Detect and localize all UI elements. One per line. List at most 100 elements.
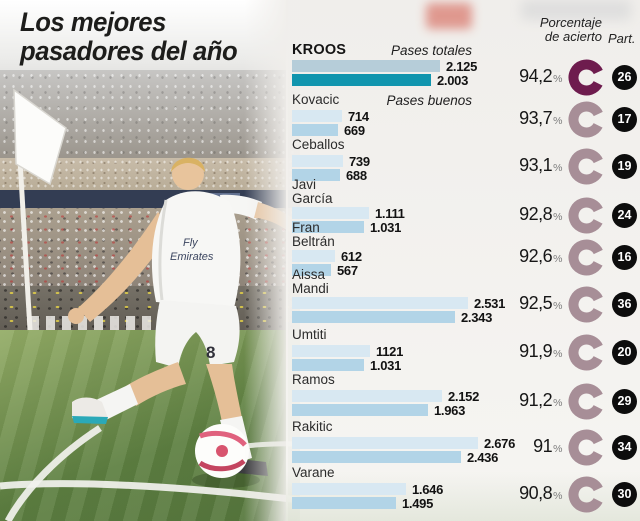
accuracy-donut-icon	[568, 476, 605, 513]
accuracy-value: 93,1%	[519, 155, 562, 175]
value-passes-good: 2.436	[467, 450, 499, 465]
value-passes-total: 714	[348, 109, 369, 124]
accuracy-value: 92,6%	[519, 246, 562, 266]
column-header-accuracy: Porcentaje de acierto	[539, 15, 602, 45]
value-passes-total: 2.152	[448, 389, 480, 404]
column-header-participations: Part.	[608, 31, 636, 46]
value-passes-good: 2.003	[437, 73, 469, 88]
accuracy-donut-icon	[568, 239, 605, 276]
player-hair	[171, 157, 205, 172]
percent-sign: %	[553, 300, 562, 312]
bar-passes-good	[292, 359, 364, 371]
participations-badge: 34	[612, 434, 637, 460]
series-label-total: Pases totales	[390, 43, 472, 58]
value-passes-total: 1121	[376, 344, 404, 359]
player-name: Umtiti	[292, 327, 327, 342]
player-kroos: Fly Emirates 8	[68, 157, 296, 488]
bar-passes-total	[292, 297, 468, 309]
accuracy-donut-icon	[568, 383, 605, 420]
accuracy-donut-icon	[568, 59, 605, 96]
accuracy-donut-icon	[568, 101, 605, 138]
blurred-stadium-screen	[426, 3, 472, 29]
jersey-text-line2: Emirates	[170, 251, 214, 263]
value-passes-total: 2.125	[446, 59, 478, 74]
player-name: KROOS	[292, 42, 347, 58]
accuracy-donut-icon	[568, 197, 605, 234]
player-head	[172, 158, 204, 190]
bar-passes-good	[292, 311, 455, 323]
photo-panel-fade	[244, 0, 288, 521]
page-title: Los mejores pasadores del año	[20, 7, 238, 66]
bar-passes-total	[292, 155, 343, 167]
percent-sign: %	[553, 73, 562, 85]
accuracy-value: 92,5%	[519, 293, 562, 313]
accuracy-value: 92,8%	[519, 204, 562, 224]
bar-passes-total	[292, 483, 406, 495]
value-passes-good: 567	[337, 263, 358, 278]
value-passes-total: 739	[349, 154, 370, 169]
value-passes-good: 1.963	[434, 403, 466, 418]
participations-badge: 16	[612, 244, 637, 270]
bar-passes-total	[292, 390, 442, 402]
percent-sign: %	[553, 162, 562, 174]
value-passes-good: 688	[346, 168, 367, 183]
accuracy-value: 94,2%	[519, 66, 562, 86]
series-label-good: Pases buenos	[386, 93, 472, 108]
value-passes-total: 612	[341, 249, 362, 264]
percent-sign: %	[553, 443, 562, 455]
value-passes-good: 1.495	[402, 496, 434, 511]
player-right-arm	[78, 212, 172, 322]
bar-passes-good	[292, 264, 331, 276]
percent-sign: %	[553, 211, 562, 223]
player-name: Varane	[292, 465, 335, 480]
value-passes-total: 1.111	[375, 206, 405, 221]
bar-passes-good	[292, 74, 431, 86]
player-name: Javi García	[292, 177, 333, 206]
participations-badge: 30	[612, 481, 637, 507]
shorts-number: 8	[206, 343, 215, 362]
value-passes-total: 2.531	[474, 296, 506, 311]
value-passes-good: 2.343	[461, 310, 493, 325]
player-shorts	[155, 300, 240, 368]
percent-sign: %	[553, 397, 562, 409]
participations-badge: 17	[612, 106, 637, 132]
participations-badge: 20	[612, 339, 637, 365]
accuracy-value: 91,9%	[519, 341, 562, 361]
bar-passes-total	[292, 110, 342, 122]
percent-sign: %	[553, 490, 562, 502]
corner-flag	[13, 88, 67, 331]
player-name: Fran Beltrán	[292, 220, 335, 249]
player-jersey	[151, 191, 241, 308]
accuracy-value: 91,2%	[519, 390, 562, 410]
bar-passes-total	[292, 437, 478, 449]
title-line2: pasadores del año	[20, 35, 238, 66]
participations-badge: 36	[612, 291, 637, 317]
bar-passes-good	[292, 221, 364, 233]
bar-passes-good	[292, 124, 338, 136]
title-line1: Los mejores	[20, 7, 166, 37]
jersey-text-line1: Fly	[183, 237, 199, 249]
accuracy-value: 90,8%	[519, 483, 562, 503]
participations-badge: 26	[612, 64, 637, 90]
participations-badge: 29	[612, 388, 637, 414]
percent-sign: %	[553, 115, 562, 127]
accuracy-donut-icon	[568, 429, 605, 466]
value-passes-good: 1.031	[370, 358, 402, 373]
player-name: Kovacic	[292, 92, 340, 107]
percent-sign: %	[553, 348, 562, 360]
player-name: Rakitic	[292, 419, 333, 434]
bar-passes-good	[292, 404, 428, 416]
bar-passes-good	[292, 451, 461, 463]
player-name: Ramos	[292, 372, 335, 387]
accuracy-donut-icon	[568, 334, 605, 371]
value-passes-good: 669	[344, 123, 365, 138]
player-name: Aissa Mandi	[292, 267, 329, 296]
participations-badge: 24	[612, 202, 637, 228]
value-passes-total: 1.646	[412, 482, 444, 497]
bar-passes-total	[292, 345, 370, 357]
accuracy-value: 93,7%	[519, 108, 562, 128]
accuracy-value: 91%	[533, 436, 562, 456]
accuracy-donut-icon	[568, 148, 605, 185]
